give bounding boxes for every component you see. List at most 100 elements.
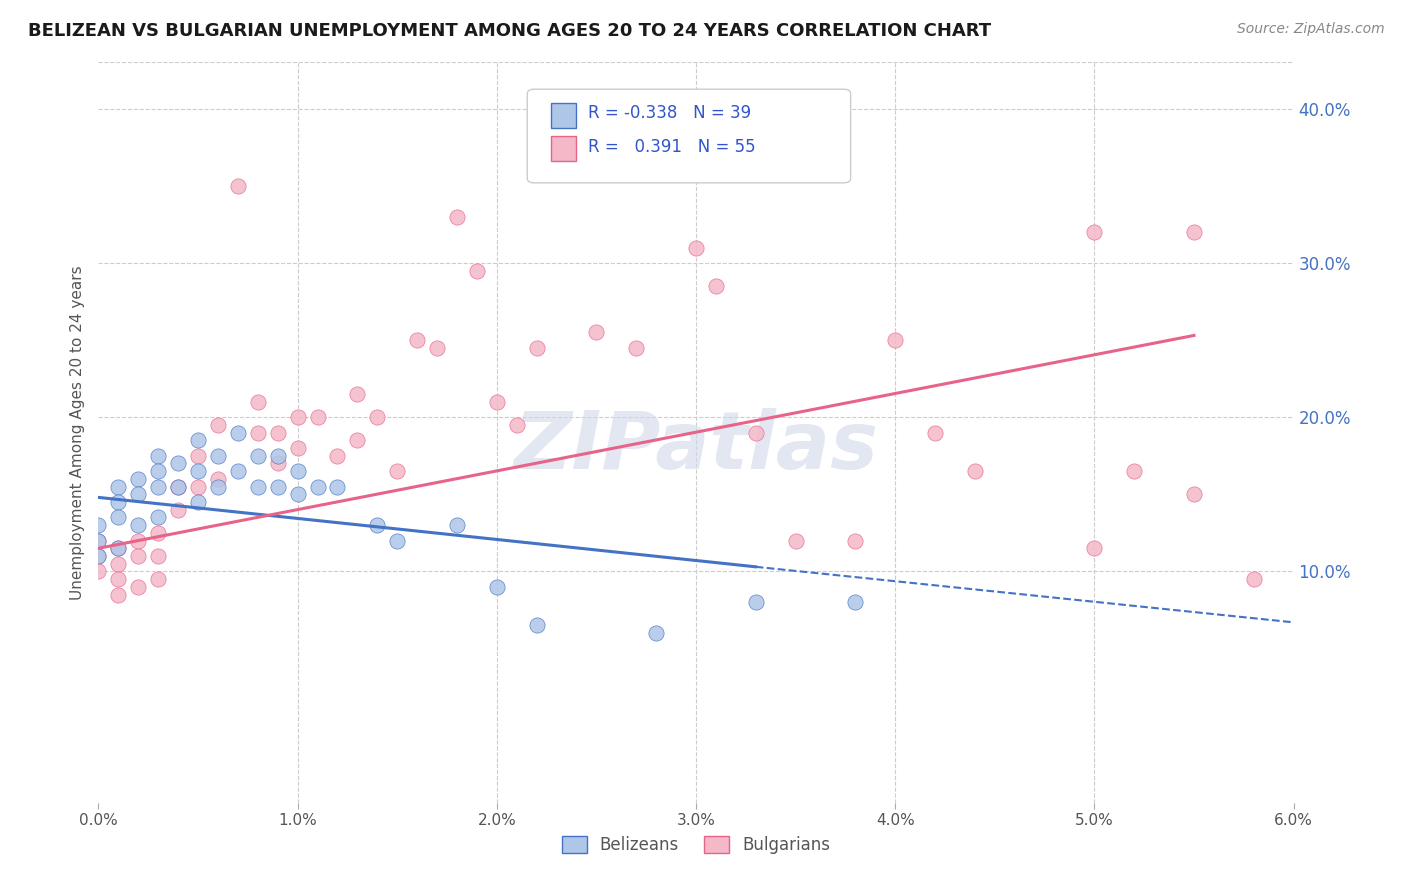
Point bbox=[346, 387, 368, 401]
Point bbox=[226, 178, 249, 193]
Point bbox=[307, 480, 329, 494]
Point bbox=[87, 533, 110, 548]
Point bbox=[366, 410, 388, 425]
Point bbox=[107, 588, 129, 602]
Point bbox=[485, 580, 508, 594]
Point bbox=[465, 263, 488, 277]
Point bbox=[187, 449, 209, 463]
Point bbox=[167, 480, 190, 494]
Point bbox=[446, 210, 468, 224]
Point bbox=[148, 464, 170, 478]
Point bbox=[1123, 464, 1146, 478]
Point bbox=[326, 449, 349, 463]
Y-axis label: Unemployment Among Ages 20 to 24 years: Unemployment Among Ages 20 to 24 years bbox=[69, 265, 84, 600]
Point bbox=[287, 487, 309, 501]
Point bbox=[1083, 541, 1105, 556]
Point bbox=[685, 240, 707, 255]
Point bbox=[1182, 225, 1205, 239]
Point bbox=[884, 333, 907, 347]
Point bbox=[426, 341, 449, 355]
Point bbox=[207, 480, 229, 494]
Point bbox=[246, 394, 269, 409]
Point bbox=[924, 425, 946, 440]
Point bbox=[107, 480, 129, 494]
Point bbox=[704, 279, 727, 293]
Point bbox=[148, 510, 170, 524]
Point bbox=[127, 518, 149, 533]
Point bbox=[207, 417, 229, 432]
Point bbox=[226, 464, 249, 478]
Point bbox=[246, 425, 269, 440]
Point bbox=[307, 410, 329, 425]
Point bbox=[963, 464, 986, 478]
Point bbox=[346, 434, 368, 448]
Point bbox=[446, 518, 468, 533]
Point bbox=[107, 510, 129, 524]
Point bbox=[127, 487, 149, 501]
Point bbox=[526, 618, 548, 632]
Text: BELIZEAN VS BULGARIAN UNEMPLOYMENT AMONG AGES 20 TO 24 YEARS CORRELATION CHART: BELIZEAN VS BULGARIAN UNEMPLOYMENT AMONG… bbox=[28, 22, 991, 40]
Point bbox=[406, 333, 429, 347]
Point bbox=[785, 533, 807, 548]
Point bbox=[127, 533, 149, 548]
Point bbox=[585, 326, 607, 340]
Point bbox=[187, 434, 209, 448]
Point bbox=[127, 580, 149, 594]
Point bbox=[87, 549, 110, 563]
Point bbox=[287, 441, 309, 455]
Point bbox=[246, 449, 269, 463]
Point bbox=[326, 480, 349, 494]
Point bbox=[148, 549, 170, 563]
Point bbox=[148, 525, 170, 540]
Text: ZIPatlas: ZIPatlas bbox=[513, 409, 879, 486]
Text: R = -0.338   N = 39: R = -0.338 N = 39 bbox=[588, 104, 751, 122]
Point bbox=[267, 457, 290, 471]
Point bbox=[87, 533, 110, 548]
Point bbox=[187, 495, 209, 509]
Point bbox=[127, 549, 149, 563]
Point bbox=[167, 457, 190, 471]
Point bbox=[148, 572, 170, 586]
Point bbox=[645, 626, 668, 640]
Point bbox=[366, 518, 388, 533]
Point bbox=[187, 480, 209, 494]
Point bbox=[267, 425, 290, 440]
Point bbox=[1182, 487, 1205, 501]
Text: Source: ZipAtlas.com: Source: ZipAtlas.com bbox=[1237, 22, 1385, 37]
Point bbox=[844, 533, 866, 548]
Point bbox=[107, 495, 129, 509]
Point bbox=[87, 565, 110, 579]
Point bbox=[267, 480, 290, 494]
Point bbox=[287, 464, 309, 478]
Point bbox=[267, 449, 290, 463]
Point bbox=[127, 472, 149, 486]
Point bbox=[506, 417, 529, 432]
Text: R =   0.391   N = 55: R = 0.391 N = 55 bbox=[588, 138, 755, 156]
Point bbox=[167, 480, 190, 494]
Legend: Belizeans, Bulgarians: Belizeans, Bulgarians bbox=[555, 830, 837, 861]
Point bbox=[207, 449, 229, 463]
Point bbox=[745, 595, 768, 609]
Point bbox=[745, 425, 768, 440]
Point bbox=[626, 341, 648, 355]
Point bbox=[107, 557, 129, 571]
Point bbox=[526, 341, 548, 355]
Point bbox=[226, 425, 249, 440]
Point bbox=[246, 480, 269, 494]
Point bbox=[1083, 225, 1105, 239]
Point bbox=[485, 394, 508, 409]
Point bbox=[148, 449, 170, 463]
Point bbox=[148, 480, 170, 494]
Point bbox=[385, 464, 409, 478]
Point bbox=[167, 502, 190, 516]
Point bbox=[107, 541, 129, 556]
Point bbox=[844, 595, 866, 609]
Point bbox=[385, 533, 409, 548]
Point bbox=[107, 541, 129, 556]
Point bbox=[187, 464, 209, 478]
Point bbox=[87, 518, 110, 533]
Point bbox=[87, 549, 110, 563]
Point bbox=[107, 572, 129, 586]
Point bbox=[287, 410, 309, 425]
Point bbox=[1243, 572, 1265, 586]
